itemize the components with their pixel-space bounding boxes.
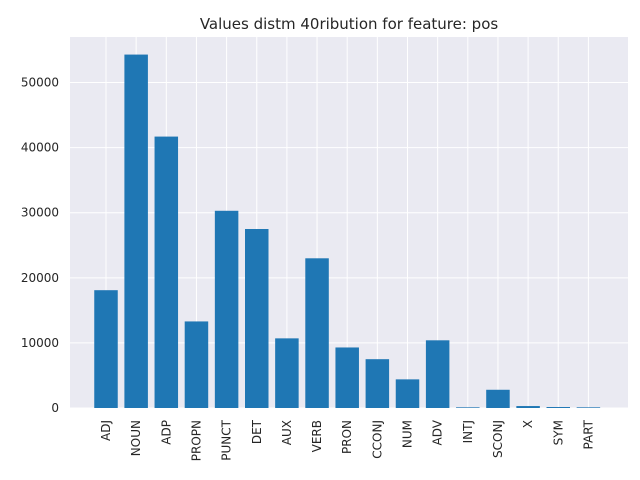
y-tick-label: 0: [51, 401, 59, 415]
bar-adp: [154, 136, 179, 408]
x-tick-label: INTJ: [461, 420, 475, 443]
bars: [94, 54, 601, 409]
chart-title: Values distm 40ribution for feature: pos: [200, 15, 499, 33]
bar-aux: [275, 338, 299, 408]
x-tick-label: VERB: [310, 420, 324, 452]
x-tick-label: ADP: [159, 420, 173, 445]
x-tick-label: PROPN: [189, 420, 203, 461]
bar-sym: [546, 407, 570, 408]
x-tick-label: ADJ: [99, 420, 113, 441]
y-tick-labels: 0 10000 20000 30000 40000 50000: [21, 76, 59, 415]
x-tick-label: NOUN: [129, 420, 143, 456]
bar-cconj: [365, 359, 390, 408]
x-tick-label: PUNCT: [220, 419, 234, 460]
x-tick-label: PRON: [340, 420, 354, 454]
x-tick-label: DET: [250, 419, 264, 444]
x-tick-label: PART: [581, 419, 595, 449]
y-tick-label: 40000: [21, 141, 59, 155]
bar-part: [576, 407, 601, 408]
x-tick-label: SCONJ: [491, 420, 505, 458]
bar-num: [395, 379, 420, 408]
x-tick-label: NUM: [401, 420, 415, 448]
x-tick-label: CCONJ: [370, 420, 384, 459]
y-tick-label: 20000: [21, 271, 59, 285]
x-tick-label: X: [521, 420, 535, 428]
bar-x: [516, 406, 540, 408]
bar-noun: [124, 54, 148, 409]
bar-propn: [184, 321, 209, 408]
x-tick-labels: ADJ NOUN ADP PROPN PUNCT DET AUX VERB PRON CCONJ N…: [99, 419, 595, 461]
x-tick-label: ADV: [431, 419, 445, 445]
bar-det: [245, 229, 269, 408]
y-tick-label: 10000: [21, 336, 59, 350]
bar-intj: [456, 407, 480, 408]
bar-pron: [335, 347, 359, 408]
y-tick-label: 50000: [21, 76, 59, 90]
x-tick-label: AUX: [280, 420, 294, 445]
bar-verb: [305, 258, 329, 408]
y-tick-label: 30000: [21, 206, 59, 220]
bar-adj: [94, 290, 118, 408]
bar-punct: [214, 210, 239, 408]
bar-adv: [425, 340, 450, 408]
x-tick-label: SYM: [551, 420, 565, 445]
bar-sconj: [486, 389, 510, 408]
